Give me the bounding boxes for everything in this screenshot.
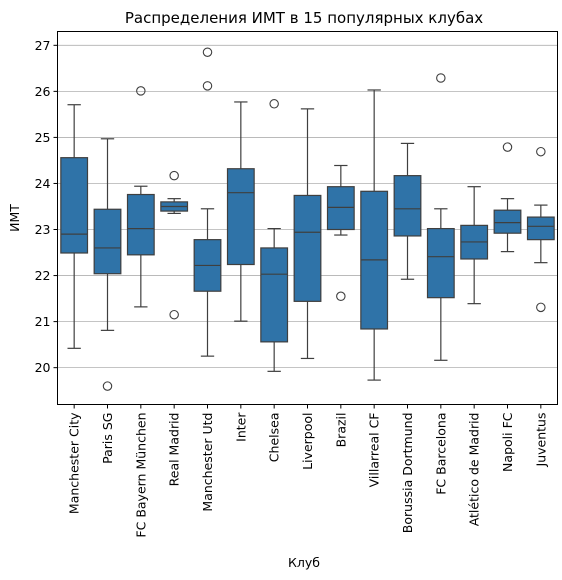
outlier-point [103,382,111,390]
x-tick-label: Liverpool [300,413,315,470]
box-2 [128,87,155,307]
y-tick-label: 22 [35,268,51,283]
chart-title: Распределения ИМТ в 15 популярных клубах [125,9,483,27]
outlier-point [503,143,511,151]
box-1 [94,139,121,390]
outlier-point [537,303,545,311]
y-tick-label: 24 [35,176,51,191]
x-tick-label: Chelsea [267,413,282,463]
x-tick-label: Atlético de Madrid [467,413,482,527]
x-tick-label: FC Bayern München [133,413,148,538]
y-tick-label: 21 [35,314,51,329]
outlier-point [437,74,445,82]
y-tick-label: 23 [35,222,51,237]
box-plots [61,48,554,390]
iqr-box [294,195,321,301]
box-8 [328,166,355,301]
y-tick-label: 20 [35,360,51,375]
outlier-point [137,87,145,95]
box-14 [528,147,555,311]
x-tick-label: FC Barcelona [433,413,448,495]
box-10 [394,143,421,279]
x-tick-label: Real Madrid [167,413,182,487]
x-tick-label: Napoli FC [500,412,515,472]
y-tick-label: 27 [35,38,51,53]
y-axis-label: ИМТ [7,204,22,232]
x-tick-label: Manchester Utd [200,413,215,512]
outlier-point [170,171,178,179]
y-tick-label: 26 [35,84,51,99]
box-3 [161,171,188,318]
x-tick-label: Paris SG [100,413,115,464]
x-axis-label: Клуб [288,555,320,570]
iqr-box [328,187,355,230]
iqr-box [128,195,155,255]
outlier-point [203,82,211,90]
x-axis-ticks: Manchester City Paris SG FC Bayern München… [67,405,549,538]
y-tick-label: 25 [35,130,51,145]
box-5 [228,102,255,321]
outlier-point [203,48,211,56]
box-9 [361,90,388,380]
x-tick-label: Borussia Dortmund [400,413,415,534]
x-tick-label: Juventus [533,413,548,468]
box-13 [494,143,521,252]
box-11 [428,74,455,360]
box-4 [194,48,221,356]
outlier-point [170,311,178,319]
box-12 [461,187,488,304]
iqr-box [94,209,121,273]
iqr-box [528,217,555,240]
iqr-box [228,169,255,265]
outlier-point [270,100,278,108]
y-axis-ticks: 20 21 22 23 24 25 26 27 [35,38,58,375]
iqr-box [261,248,288,342]
iqr-box [61,158,88,253]
outlier-point [337,292,345,300]
x-tick-label: Inter [233,412,248,442]
x-tick-label: Brazil [333,413,348,448]
box-6 [261,100,288,372]
iqr-box [494,210,521,233]
box-7 [294,109,321,359]
x-tick-label: Villarreal CF [367,413,382,488]
iqr-box [394,176,421,236]
outlier-point [537,147,545,155]
iqr-box [428,229,455,298]
x-tick-label: Manchester City [67,412,82,514]
box-0 [61,105,88,349]
